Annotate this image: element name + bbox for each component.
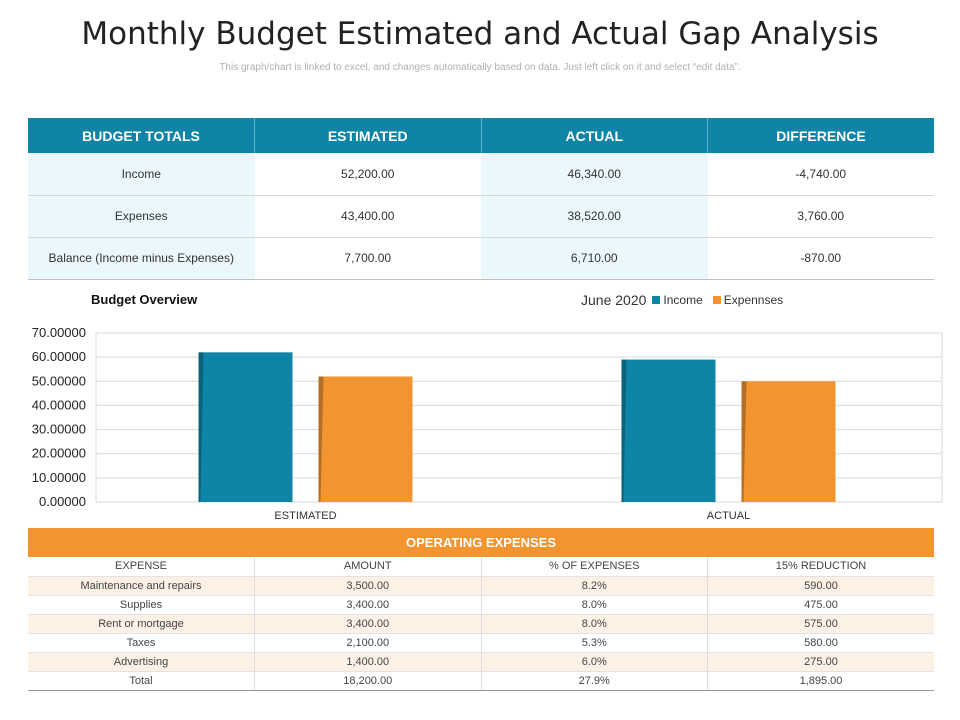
totals-cell-label: Income	[28, 153, 255, 196]
y-tick-label: 40.00000	[32, 397, 86, 412]
opex-cell-expense: Maintenance and repairs	[28, 576, 255, 596]
totals-cell-label: Expenses	[28, 195, 255, 238]
totals-row-income: Income 52,200.00 46,340.00 -4,740.00	[28, 153, 934, 196]
totals-row-balance: Balance (Income minus Expenses) 7,700.00…	[28, 237, 934, 280]
operating-expenses-table: OPERATING EXPENSES EXPENSE AMOUNT % OF E…	[28, 528, 934, 691]
legend-swatch-income	[652, 296, 661, 304]
bar-income-actual	[621, 359, 716, 502]
y-tick-label: 60.00000	[32, 349, 86, 364]
y-tick-label: 0.00000	[39, 494, 86, 509]
opex-cell-amount: 2,100.00	[254, 633, 482, 653]
x-category-label: ACTUAL	[707, 510, 750, 522]
totals-cell-difference: -870.00	[707, 237, 934, 280]
opex-cell-percent: 5.3%	[481, 633, 708, 653]
legend-label-income: Income	[663, 293, 703, 307]
totals-cell-estimated: 7,700.00	[254, 237, 481, 280]
totals-cell-actual: 6,710.00	[481, 237, 708, 280]
opex-cell-amount: 1,400.00	[254, 652, 482, 672]
opex-title: OPERATING EXPENSES	[28, 528, 934, 557]
legend-label-expenses: Expennses	[723, 293, 784, 307]
y-tick-label: 70.00000	[32, 325, 86, 340]
legend-swatch-expenses	[712, 296, 721, 304]
budget-overview-chart: 0.00000 10.00000 20.00000 30.00000 40.00000 5…	[32, 325, 943, 522]
opex-cell-percent: 27.9%	[481, 671, 708, 691]
totals-cell-actual: 46,340.00	[481, 153, 708, 196]
opex-cell-amount: 3,400.00	[254, 614, 482, 634]
bar-expennses-estimated	[318, 376, 413, 502]
page-title: Monthly Budget Estimated and Actual Gap …	[81, 16, 879, 52]
opex-cell-expense: Total	[28, 671, 255, 691]
opex-cell-percent: 8.0%	[481, 595, 708, 615]
opex-cell-expense: Taxes	[28, 633, 255, 653]
opex-row: Advertising 1,400.00 6.0% 275.00	[28, 652, 934, 672]
bar-expennses-actual	[741, 381, 836, 502]
x-category-label: ESTIMATED	[274, 510, 336, 522]
budget-totals-table: BUDGET TOTALS ESTIMATED ACTUAL DIFFERENC…	[28, 118, 934, 280]
opex-cell-reduction: 580.00	[707, 633, 934, 653]
totals-cell-estimated: 52,200.00	[254, 153, 481, 196]
opex-cell-amount: 3,500.00	[254, 576, 482, 596]
opex-cell-reduction: 590.00	[707, 576, 934, 596]
bar-income-estimated	[198, 352, 293, 502]
header-estimated: ESTIMATED	[254, 118, 482, 153]
opex-cell-percent: 8.2%	[481, 576, 708, 596]
opex-cell-reduction: 1,895.00	[707, 671, 934, 691]
header-actual: ACTUAL	[481, 118, 708, 153]
opex-cell-percent: 6.0%	[481, 652, 708, 672]
opex-row: Supplies 3,400.00 8.0% 475.00	[28, 595, 934, 615]
opex-cell-reduction: 575.00	[707, 614, 934, 634]
opex-cell-amount: 3,400.00	[254, 595, 482, 615]
opex-header-reduction: 15% REDUCTION	[707, 557, 934, 577]
header-budget-totals: BUDGET TOTALS	[28, 118, 255, 153]
totals-cell-difference: 3,760.00	[707, 195, 934, 238]
budget-totals-header-row: BUDGET TOTALS ESTIMATED ACTUAL DIFFERENC…	[28, 118, 934, 153]
legend-entry-income: Income	[652, 293, 703, 307]
opex-row: Taxes 2,100.00 5.3% 580.00	[28, 633, 934, 653]
opex-cell-amount: 18,200.00	[254, 671, 482, 691]
opex-total-row: Total 18,200.00 27.9% 1,895.00	[28, 671, 934, 691]
opex-cell-expense: Supplies	[28, 595, 255, 615]
legend-entry-expenses: Expennses	[712, 293, 784, 307]
bar-shade	[741, 381, 747, 502]
opex-row: Maintenance and repairs 3,500.00 8.2% 59…	[28, 576, 934, 596]
opex-cell-reduction: 275.00	[707, 652, 934, 672]
opex-cell-percent: 8.0%	[481, 614, 708, 634]
totals-cell-estimated: 43,400.00	[254, 195, 481, 238]
opex-cell-expense: Rent or mortgage	[28, 614, 255, 634]
legend-period: June 2020	[581, 292, 647, 308]
opex-header-percent: % OF EXPENSES	[481, 557, 708, 577]
y-tick-label: 30.00000	[32, 422, 86, 437]
header-difference: DIFFERENCE	[707, 118, 934, 153]
opex-title-row: OPERATING EXPENSES	[28, 528, 934, 557]
page-subtitle: This graph/chart is linked to excel, and…	[219, 62, 741, 73]
y-tick-label: 20.00000	[32, 446, 86, 461]
totals-cell-difference: -4,740.00	[707, 153, 934, 196]
bar-shade	[621, 359, 627, 502]
opex-cell-expense: Advertising	[28, 652, 255, 672]
opex-header-row: EXPENSE AMOUNT % OF EXPENSES 15% REDUCTI…	[28, 557, 934, 577]
totals-row-expenses: Expenses 43,400.00 38,520.00 3,760.00	[28, 195, 934, 238]
totals-cell-label: Balance (Income minus Expenses)	[28, 237, 255, 280]
bar-shade	[198, 352, 204, 502]
chart-legend: June 2020 Income Expennses	[581, 292, 793, 308]
y-tick-label: 10.00000	[32, 470, 86, 485]
opex-header-amount: AMOUNT	[254, 557, 482, 577]
opex-header-expense: EXPENSE	[28, 557, 255, 577]
chart-title: Budget Overview	[91, 292, 198, 307]
opex-row: Rent or mortgage 3,400.00 8.0% 575.00	[28, 614, 934, 634]
opex-cell-reduction: 475.00	[707, 595, 934, 615]
totals-cell-actual: 38,520.00	[481, 195, 708, 238]
y-tick-label: 50.00000	[32, 373, 86, 388]
bar-shade	[318, 376, 324, 502]
